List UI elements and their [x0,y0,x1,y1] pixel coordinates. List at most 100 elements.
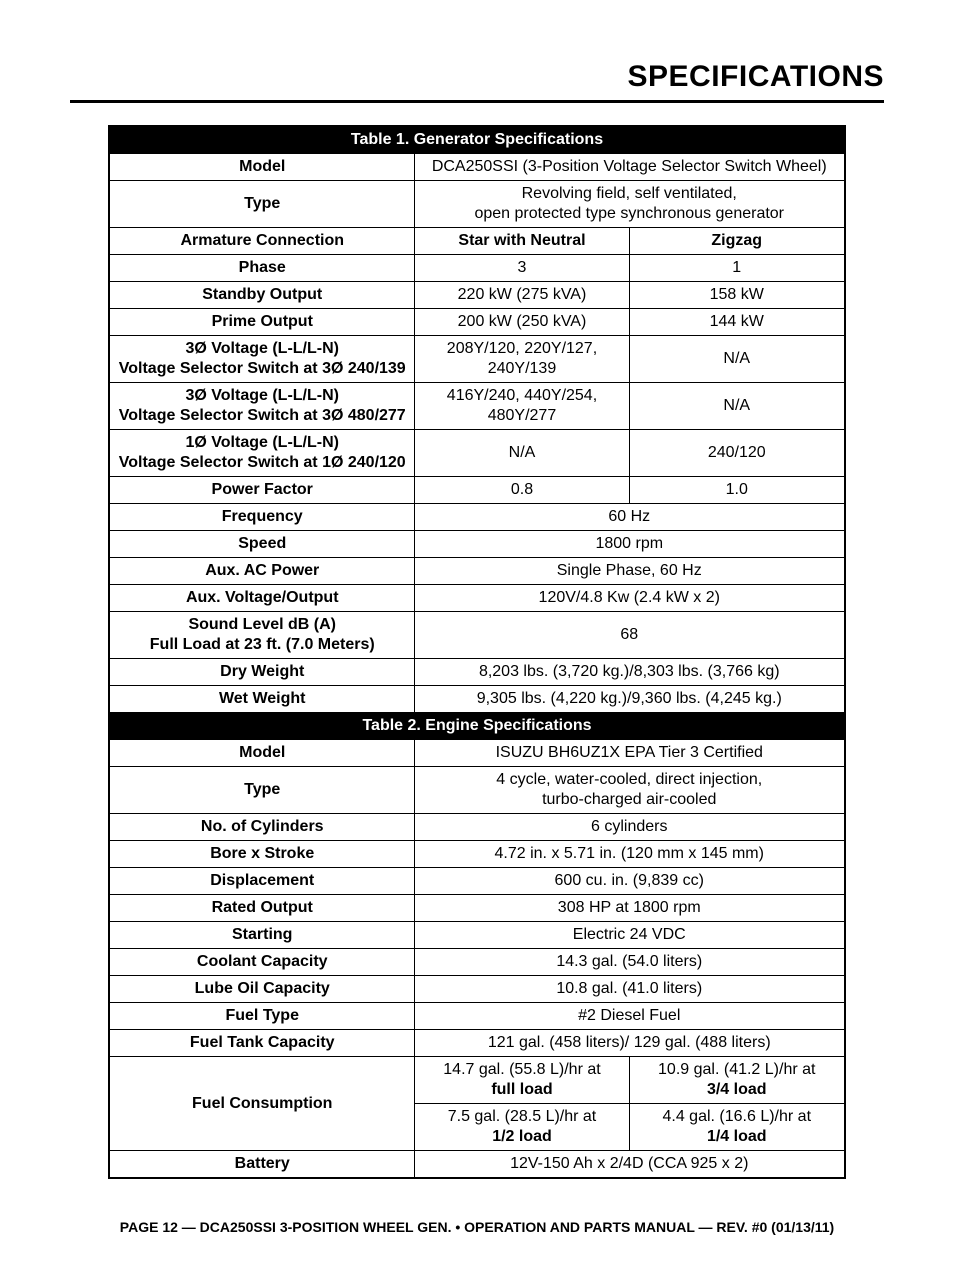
row-label: Speed [109,531,414,558]
cell: 14.3 gal. (54.0 liters) [414,949,844,976]
cell: 1.0 [629,477,844,504]
cell: 10.9 gal. (41.2 L)/hr at 3/4 load [629,1057,844,1104]
row-label: Frequency [109,504,414,531]
specifications-table: Table 1. Generator Specifications Model … [108,125,845,1179]
table2-header: Table 2. Engine Specifications [109,713,844,740]
row-label: Rated Output [109,895,414,922]
text: turbo-charged air-cooled [542,791,716,808]
text: 3/4 load [707,1081,767,1098]
row-label: Prime Output [109,309,414,336]
cell: 7.5 gal. (28.5 L)/hr at 1/2 load [414,1104,629,1151]
row-value: Revolving field, self ventilated, open p… [414,181,844,228]
cell: 600 cu. in. (9,839 cc) [414,868,844,895]
cell: 8,203 lbs. (3,720 kg.)/8,303 lbs. (3,766… [414,659,844,686]
cell: 200 kW (250 kVA) [414,309,629,336]
row-label: Model [109,740,414,767]
cell: 121 gal. (458 liters)/ 129 gal. (488 lit… [414,1030,844,1057]
cell: 14.7 gal. (55.8 L)/hr at full load [414,1057,629,1104]
col-header: Star with Neutral [414,228,629,255]
cell: N/A [629,336,844,383]
cell: 3 [414,255,629,282]
table1-header: Table 1. Generator Specifications [109,126,844,154]
page-title: SPECIFICATIONS [70,60,884,103]
cell: Single Phase, 60 Hz [414,558,844,585]
text: Revolving field, self ventilated, [522,185,737,202]
text: 1/4 load [707,1128,767,1145]
text: full load [491,1081,552,1098]
row-label: Coolant Capacity [109,949,414,976]
text: 3Ø Voltage (L-L/L-N) [186,340,339,357]
text: 480Y/277 [488,407,557,424]
text: 10.9 gal. (41.2 L)/hr at [658,1061,815,1078]
cell: 60 Hz [414,504,844,531]
text: Full Load at 23 ft. (7.0 Meters) [150,636,375,653]
row-label: 1Ø Voltage (L-L/L-N) Voltage Selector Sw… [109,430,414,477]
row-value: DCA250SSI (3-Position Voltage Selector S… [414,154,844,181]
cell: 220 kW (275 kVA) [414,282,629,309]
text: 416Y/240, 440Y/254, [447,387,597,404]
text: 4.4 gal. (16.6 L)/hr at [662,1108,811,1125]
cell: 6 cylinders [414,814,844,841]
cell: #2 Diesel Fuel [414,1003,844,1030]
cell: 208Y/120, 220Y/127, 240Y/139 [414,336,629,383]
row-label: Sound Level dB (A) Full Load at 23 ft. (… [109,612,414,659]
row-label: 3Ø Voltage (L-L/L-N) Voltage Selector Sw… [109,336,414,383]
cell: 4.4 gal. (16.6 L)/hr at 1/4 load [629,1104,844,1151]
text: 208Y/120, 220Y/127, [447,340,597,357]
text: 4 cycle, water-cooled, direct injection, [496,771,762,788]
cell: 1 [629,255,844,282]
cell: 12V-150 Ah x 2/4D (CCA 925 x 2) [414,1151,844,1179]
row-label: Dry Weight [109,659,414,686]
row-label: Phase [109,255,414,282]
page: SPECIFICATIONS Table 1. Generator Specif… [0,0,954,1275]
cell: 158 kW [629,282,844,309]
row-label: Power Factor [109,477,414,504]
row-label: Starting [109,922,414,949]
text: 240Y/139 [488,360,557,377]
cell: 120V/4.8 Kw (2.4 kW x 2) [414,585,844,612]
text: Voltage Selector Switch at 3Ø 240/139 [119,360,406,377]
cell: N/A [414,430,629,477]
row-label: No. of Cylinders [109,814,414,841]
row-label: 3Ø Voltage (L-L/L-N) Voltage Selector Sw… [109,383,414,430]
cell: ISUZU BH6UZ1X EPA Tier 3 Certified [414,740,844,767]
cell: 144 kW [629,309,844,336]
cell: 68 [414,612,844,659]
cell: 416Y/240, 440Y/254, 480Y/277 [414,383,629,430]
text: 7.5 gal. (28.5 L)/hr at [448,1108,597,1125]
cell: 9,305 lbs. (4,220 kg.)/9,360 lbs. (4,245… [414,686,844,713]
row-label: Battery [109,1151,414,1179]
cell: 10.8 gal. (41.0 liters) [414,976,844,1003]
row-label: Aux. Voltage/Output [109,585,414,612]
row-label: Type [109,767,414,814]
col-header: Zigzag [629,228,844,255]
row-label: Fuel Type [109,1003,414,1030]
row-label: Standby Output [109,282,414,309]
cell: 240/120 [629,430,844,477]
row-label: Bore x Stroke [109,841,414,868]
text: 3Ø Voltage (L-L/L-N) [186,387,339,404]
cell: N/A [629,383,844,430]
text: Voltage Selector Switch at 1Ø 240/120 [119,454,406,471]
text: open protected type synchronous generato… [474,205,784,222]
text: Voltage Selector Switch at 3Ø 480/277 [119,407,406,424]
row-label: Type [109,181,414,228]
row-label: Displacement [109,868,414,895]
text: 14.7 gal. (55.8 L)/hr at [443,1061,600,1078]
row-label: Wet Weight [109,686,414,713]
row-label: Armature Connection [109,228,414,255]
cell: 1800 rpm [414,531,844,558]
cell: 0.8 [414,477,629,504]
cell: 4 cycle, water-cooled, direct injection,… [414,767,844,814]
text: 1Ø Voltage (L-L/L-N) [186,434,339,451]
row-label: Lube Oil Capacity [109,976,414,1003]
row-label: Aux. AC Power [109,558,414,585]
page-footer: PAGE 12 — DCA250SSI 3-POSITION WHEEL GEN… [70,1219,884,1235]
cell: 308 HP at 1800 rpm [414,895,844,922]
row-label: Fuel Consumption [109,1057,414,1151]
cell: Electric 24 VDC [414,922,844,949]
text: 1/2 load [492,1128,552,1145]
cell: 4.72 in. x 5.71 in. (120 mm x 145 mm) [414,841,844,868]
row-label: Model [109,154,414,181]
row-label: Fuel Tank Capacity [109,1030,414,1057]
